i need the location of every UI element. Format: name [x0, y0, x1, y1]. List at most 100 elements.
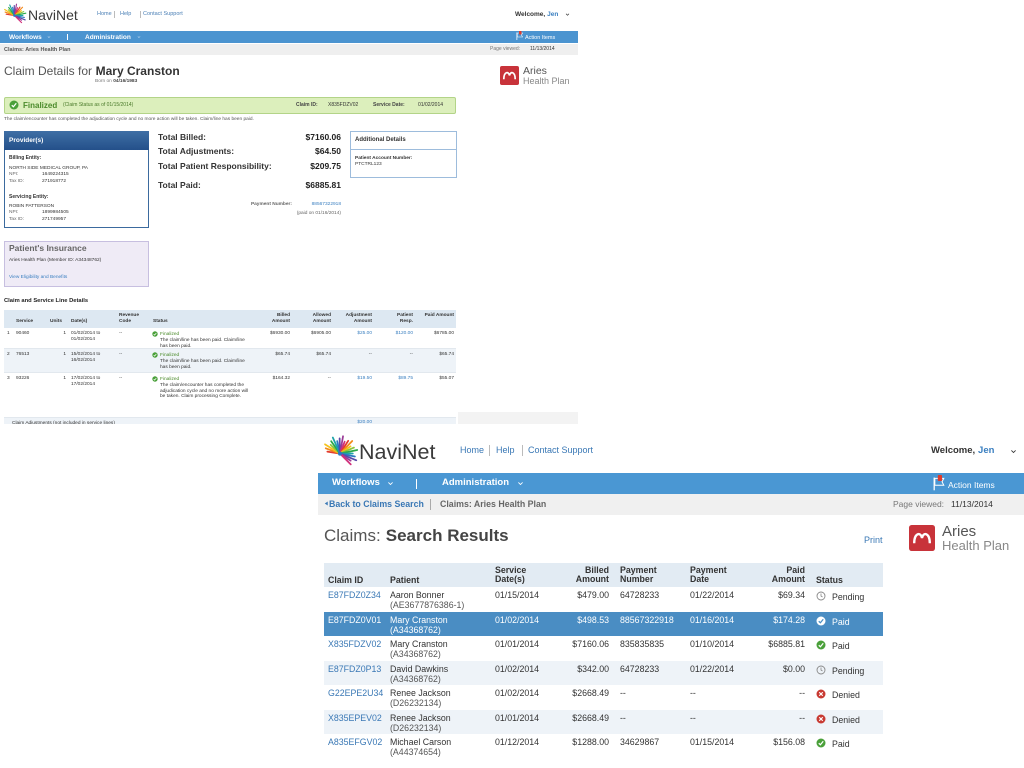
table-header — [324, 563, 883, 587]
status-icon — [816, 714, 826, 723]
menu-item[interactable]: Workflows — [9, 33, 42, 41]
logo-text: NaviNet — [359, 440, 436, 464]
column-header: Patient — [390, 575, 420, 585]
text[interactable]: $25.00 — [357, 331, 372, 336]
link[interactable]: E87FDZ0Z34 — [328, 590, 381, 600]
link[interactable]: Print — [864, 535, 883, 545]
table-header — [4, 310, 456, 328]
nav-link[interactable]: Contact Support — [143, 11, 183, 17]
selected-row — [324, 611, 883, 636]
nav-link[interactable]: Home — [460, 445, 485, 455]
nav-link[interactable]: Help — [496, 445, 515, 455]
link[interactable]: X835FDZV02 — [328, 639, 382, 649]
text: 17/02/2014 to 17/02/2014 — [71, 376, 101, 387]
table-row — [324, 685, 883, 710]
column-header: Status — [153, 319, 168, 324]
text: (A34368762) — [390, 649, 441, 659]
link[interactable]: E87FDZ0P13 — [328, 663, 382, 674]
status-icon — [152, 351, 158, 358]
column-header: Claim ID — [328, 575, 364, 585]
text: (D26232134) — [390, 698, 442, 708]
text: Claim ID: — [296, 102, 318, 108]
logo-icon — [324, 435, 359, 466]
link[interactable]: View Eligibility and Benefits — [9, 275, 68, 280]
logo-icon — [4, 3, 27, 24]
text: 88567322918 — [620, 614, 674, 625]
link[interactable]: A835EFGV02 — [328, 737, 383, 747]
text: $6905.00 — [310, 331, 331, 336]
link[interactable]: G22EPE2U34 — [328, 688, 384, 698]
text[interactable]: Jen — [978, 445, 995, 456]
text: 64728233 — [620, 663, 660, 674]
text[interactable]: Jen — [547, 11, 559, 18]
text: 2 — [7, 352, 10, 357]
text: -- — [119, 352, 123, 357]
text[interactable]: $89.75 — [398, 376, 413, 381]
status-bar — [4, 97, 456, 114]
menu-bar — [318, 473, 1024, 494]
menu-item[interactable]: Workflows — [332, 477, 380, 488]
text: (paid on 01/16/2014) — [296, 211, 341, 216]
text: Finalized — [23, 100, 58, 110]
text: 1 — [63, 376, 66, 381]
page-title: Claim Details for Mary Cranston — [4, 64, 183, 79]
text: 34629867 — [620, 737, 660, 747]
nav-link[interactable]: Home — [97, 11, 112, 17]
total-label: Total Adjustments: — [158, 146, 235, 156]
menu-item[interactable]: Action Items — [948, 480, 995, 490]
breadcrumb-bar — [0, 44, 578, 55]
additional-box — [350, 131, 457, 178]
text: Mary Cranston — [390, 639, 448, 649]
text: Page viewed: — [893, 499, 945, 509]
text: -- — [119, 376, 123, 381]
text: (AE3677876386-1) — [390, 600, 465, 610]
total-label: Total Patient Responsibility: — [158, 161, 272, 171]
menu-item[interactable]: Administration — [442, 477, 510, 488]
text: -- — [690, 688, 696, 698]
menu-item[interactable]: Administration — [85, 33, 131, 41]
total-value: $209.75 — [310, 161, 341, 171]
column-header: Payment Number — [620, 565, 657, 585]
text: NPI: — [9, 172, 19, 177]
nav-link[interactable]: Help — [120, 11, 132, 17]
welcome: Welcome, Jen — [931, 445, 997, 457]
text: -- — [690, 712, 696, 723]
link[interactable]: E87FDZ0V01 — [328, 614, 382, 625]
text: Patient's Insurance — [9, 243, 87, 253]
text: $342.00 — [577, 663, 609, 674]
text: Claim Details for — [4, 64, 93, 78]
total-value: $7160.06 — [305, 132, 341, 142]
link[interactable]: Back to Claims Search — [329, 499, 424, 509]
text: 01/02/2014 to 01/02/2014 — [71, 331, 101, 342]
text: $1288.00 — [572, 737, 609, 747]
link[interactable]: 88567322918 — [311, 202, 341, 207]
text: Renee Jackson — [390, 688, 451, 698]
text: 01/02/2014 — [495, 663, 540, 674]
text: 01/16/2014 — [690, 614, 735, 625]
text: Aries — [942, 523, 977, 540]
text[interactable]: $120.00 — [395, 331, 413, 336]
text: David Dawkins — [390, 663, 449, 674]
status-icon — [816, 689, 826, 699]
menu-item[interactable]: Action Items — [525, 35, 556, 41]
separator — [522, 445, 523, 456]
link[interactable]: X835EPEV02 — [328, 712, 382, 723]
text: Born on — [95, 79, 112, 84]
text: PTCTRL123 — [355, 162, 382, 167]
text: $164.32 — [272, 376, 290, 381]
column-header: Service Date(s) — [495, 565, 527, 585]
text: Pending — [832, 665, 865, 676]
text: 1 — [63, 352, 66, 357]
table-row — [324, 587, 883, 612]
nav-link[interactable]: Contact Support — [528, 445, 594, 455]
table-row — [4, 349, 456, 373]
text: Denied — [832, 714, 860, 725]
text: $65.74 — [275, 352, 290, 357]
text: Claims: Aries Health Plan — [4, 46, 71, 53]
flag-icon — [516, 31, 523, 40]
total-value: $6885.81 — [305, 180, 341, 190]
text: ROBIN PATTERSON — [9, 204, 55, 209]
text: Welcome, — [931, 445, 976, 456]
text[interactable]: $19.50 — [357, 376, 372, 381]
text: $2668.49 — [572, 688, 609, 698]
